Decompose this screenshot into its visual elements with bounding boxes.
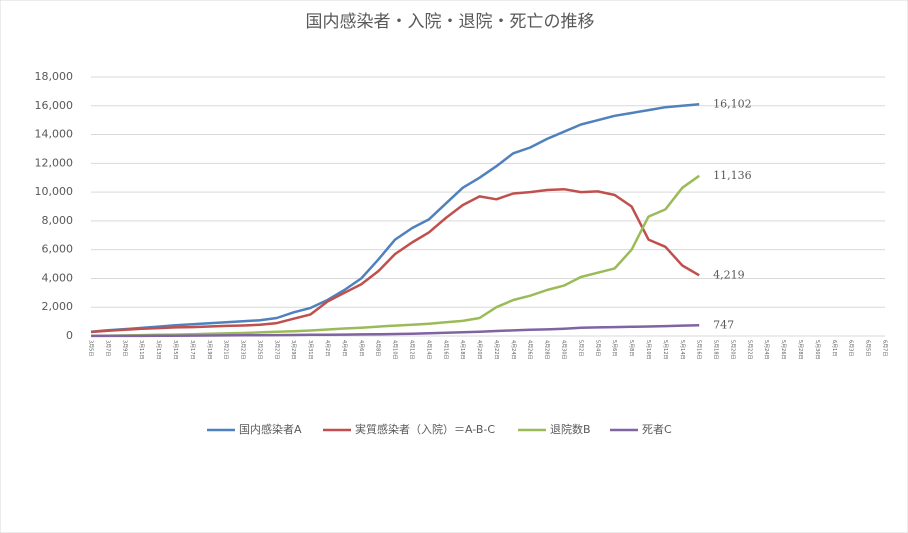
chart-title: 国内感染者・入院・退院・死亡の推移	[306, 12, 595, 32]
data-label: 4,219	[713, 268, 745, 281]
x-tick-label: 3月21日	[223, 340, 229, 360]
legend-label: 死者C	[642, 423, 672, 436]
x-tick-label: 3月15日	[172, 340, 178, 360]
y-tick-label: 14,000	[35, 128, 74, 141]
x-tick-label: 3月5日	[88, 340, 94, 356]
x-tick-label: 6月1日	[831, 340, 837, 356]
x-tick-label: 5月18日	[713, 340, 719, 360]
x-tick-label: 5月2日	[577, 340, 583, 356]
y-tick-label: 10,000	[35, 185, 74, 198]
x-tick-label: 6月7日	[882, 340, 888, 356]
y-tick-label: 18,000	[35, 70, 74, 83]
y-tick-label: 6,000	[42, 243, 74, 256]
y-tick-label: 16,000	[35, 99, 74, 112]
legend-label: 退院数B	[550, 422, 591, 436]
x-tick-label: 3月11日	[138, 340, 144, 360]
y-tick-label: 4,000	[42, 271, 74, 284]
x-tick-label: 5月22日	[746, 340, 752, 360]
x-tick-label: 4月8日	[375, 340, 381, 356]
x-tick-label: 3月19日	[206, 340, 212, 360]
x-tick-label: 5月28日	[797, 340, 803, 360]
data-label: 16,102	[713, 97, 752, 110]
series-line	[90, 174, 700, 338]
x-tick-label: 4月16日	[442, 340, 448, 360]
x-tick-label: 3月31日	[307, 340, 313, 360]
x-tick-label: 3月7日	[104, 340, 110, 356]
x-tick-label: 4月14日	[425, 340, 431, 360]
y-tick-label: 8,000	[42, 214, 74, 227]
series-line	[91, 324, 700, 338]
data-label: 11,136	[713, 169, 752, 182]
series-line	[90, 103, 700, 333]
x-tick-label: 4月22日	[493, 340, 499, 360]
x-tick-label: 4月30日	[561, 340, 567, 360]
x-tick-label: 5月20日	[729, 340, 735, 360]
x-tick-label: 4月2日	[324, 340, 330, 356]
x-tick-label: 3月17日	[189, 340, 195, 360]
legend-label: 実質感染者（入院）＝A-B-C	[355, 422, 495, 436]
x-tick-label: 5月8日	[628, 340, 634, 356]
data-label: 747	[713, 318, 734, 331]
x-tick-label: 5月12日	[662, 340, 668, 360]
x-tick-label: 3月25日	[256, 340, 262, 360]
x-tick-label: 3月9日	[121, 340, 127, 356]
x-tick-label: 4月18日	[459, 340, 465, 360]
x-tick-label: 6月5日	[865, 340, 871, 356]
legend-label: 国内感染者A	[239, 422, 302, 436]
x-tick-label: 4月26日	[527, 340, 533, 360]
x-tick-label: 4月4日	[341, 340, 347, 356]
x-tick-label: 5月14日	[679, 340, 685, 360]
x-tick-label: 6月3日	[848, 340, 854, 356]
x-tick-label: 5月24日	[763, 340, 769, 360]
x-tick-label: 5月26日	[780, 340, 786, 360]
y-tick-label: 12,000	[35, 156, 74, 169]
x-tick-label: 4月24日	[510, 340, 516, 360]
y-tick-label: 0	[66, 329, 73, 342]
x-tick-label: 4月28日	[544, 340, 550, 360]
x-tick-label: 5月4日	[594, 340, 600, 356]
x-tick-label: 4月12日	[408, 340, 414, 360]
x-tick-label: 3月13日	[155, 340, 161, 360]
series-line	[90, 187, 700, 334]
x-tick-label: 5月30日	[814, 340, 820, 360]
x-tick-label: 4月20日	[476, 340, 482, 360]
x-tick-label: 5月6日	[611, 340, 617, 356]
x-tick-label: 5月16日	[696, 340, 702, 360]
y-tick-label: 2,000	[42, 300, 74, 313]
x-tick-label: 4月6日	[358, 340, 364, 356]
x-tick-label: 3月27日	[273, 340, 279, 360]
x-tick-label: 3月23日	[240, 340, 246, 360]
x-tick-label: 4月10日	[392, 340, 398, 360]
x-tick-label: 5月10日	[645, 340, 651, 360]
x-tick-label: 3月29日	[290, 340, 296, 360]
